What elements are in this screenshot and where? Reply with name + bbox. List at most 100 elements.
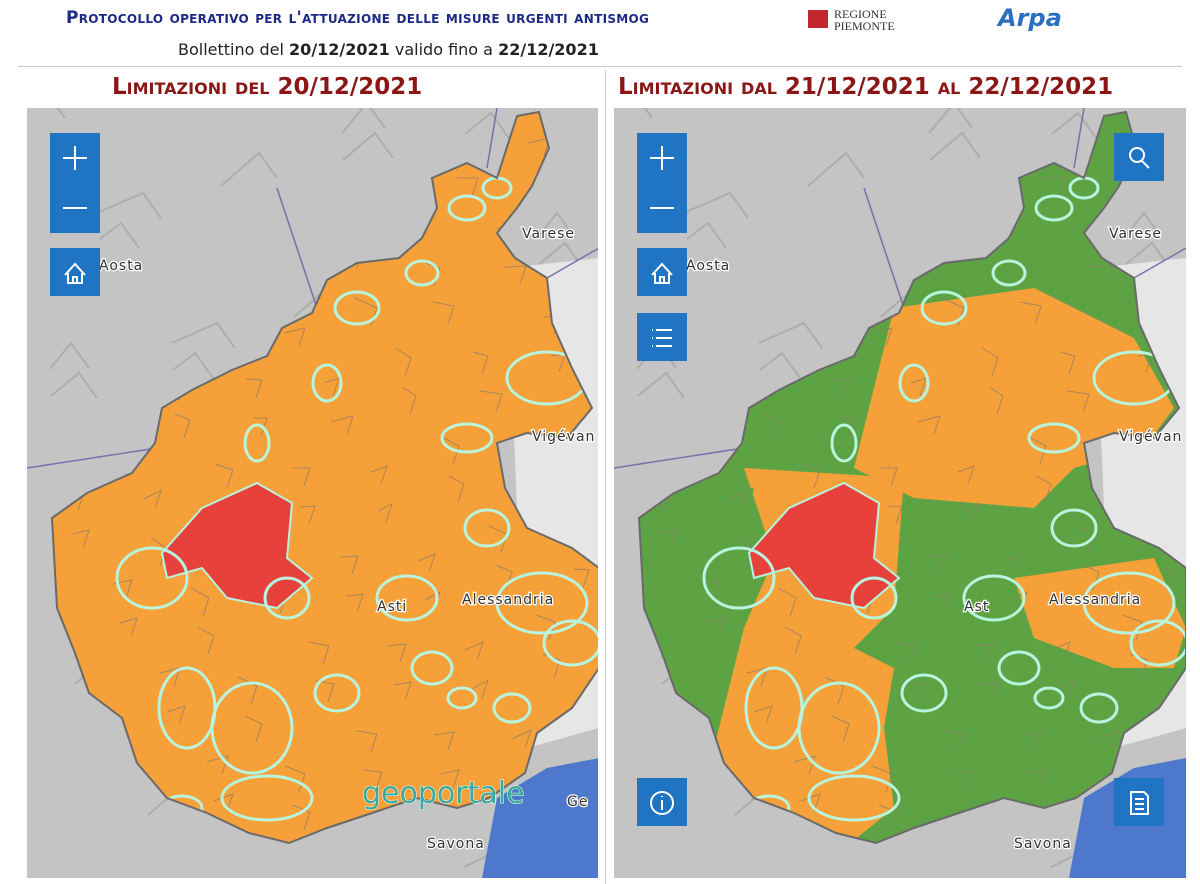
municipality-border [980, 681, 999, 701]
municipality-border [432, 301, 455, 325]
city-outline [311, 363, 343, 403]
municipality-border [832, 378, 850, 399]
municipality-border [1004, 553, 1023, 573]
map-button-plus[interactable] [50, 133, 100, 183]
relief [685, 191, 749, 219]
map[interactable]: Aosta Varese Vigévan Savona Asti Alessandria G… [27, 108, 598, 878]
municipality-border [753, 705, 773, 725]
region-outline [637, 110, 1186, 845]
relief [50, 371, 98, 399]
relief [758, 321, 823, 349]
map-button-search[interactable] [1114, 133, 1164, 181]
map-button-list[interactable] [637, 313, 687, 361]
city-outline [333, 290, 381, 326]
municipality-border [166, 705, 186, 725]
relief [98, 191, 162, 219]
bulletin-date: 22/12/2021 [498, 40, 599, 59]
municipality-border [870, 327, 893, 347]
municipality-border [339, 555, 359, 575]
relief [929, 131, 981, 161]
municipality-border [1122, 614, 1143, 641]
city-outline [900, 673, 948, 713]
municipality-border [1059, 351, 1076, 375]
map-label: Varese [1109, 226, 1162, 242]
map-button-home[interactable] [637, 248, 687, 296]
watermark: geoportale [362, 776, 525, 811]
municipality-border [1035, 475, 1052, 503]
municipality-border [355, 730, 378, 753]
bulletin-text: valido fino a [394, 40, 493, 59]
button-icon [651, 262, 673, 284]
map-button-minus[interactable] [637, 183, 687, 233]
municipality-border [1020, 731, 1042, 751]
municipality-border [457, 177, 479, 197]
relief [341, 108, 386, 134]
city-outline [997, 650, 1041, 686]
municipality-border [949, 769, 970, 791]
zone-orange [1014, 558, 1186, 668]
relief [27, 108, 66, 119]
panel-title: Limitazioni dal 21/12/2021 al 22/12/2021 [618, 74, 1114, 100]
city-outline [702, 546, 776, 610]
panel-title: Limitazioni del 20/12/2021 [112, 74, 423, 100]
relief [759, 351, 801, 379]
municipality-border [143, 488, 162, 509]
map-label: Aosta [686, 258, 730, 274]
region-fill [52, 112, 598, 843]
municipality-border [824, 676, 845, 705]
municipality-border [440, 769, 460, 789]
button-icon [63, 146, 87, 170]
municipality-border [964, 503, 980, 523]
municipality-border [284, 765, 306, 793]
municipality-border [190, 587, 210, 617]
city-outline [440, 422, 494, 454]
city-outline [1050, 508, 1098, 548]
municipality-border [362, 769, 383, 791]
relief [1051, 111, 1097, 139]
relief [49, 341, 90, 370]
map-button-doc[interactable] [1114, 778, 1164, 826]
municipality-border [433, 731, 455, 751]
region [52, 112, 598, 843]
logo-regione: REGIONE PIEMONTE [808, 8, 895, 32]
map-button-info[interactable] [637, 778, 687, 826]
municipality-border [441, 436, 460, 465]
relief [686, 221, 727, 249]
municipality-border [917, 415, 941, 435]
map-label: Ge [567, 794, 588, 810]
municipality-border [988, 386, 1004, 415]
municipality-border [119, 617, 138, 637]
zone-red [747, 481, 901, 610]
map[interactable]: Aosta Varese Vigévan Savona Ast Alessandria [614, 108, 1186, 878]
button-icon [650, 791, 675, 815]
map-button-minus[interactable] [50, 183, 100, 233]
relief [1123, 211, 1163, 239]
municipality-border [330, 415, 354, 435]
button-bg [50, 248, 100, 296]
municipality-border [1044, 177, 1066, 197]
city-outline [410, 650, 454, 686]
municipality-border [511, 729, 532, 749]
municipality-border [213, 793, 234, 813]
logo-text: REGIONE [834, 7, 887, 21]
municipality-border [895, 641, 917, 665]
map-label: Asti [377, 599, 407, 615]
relief [807, 151, 865, 187]
map-button-plus[interactable] [637, 133, 687, 183]
button-bg [1114, 133, 1164, 181]
municipality-border [957, 465, 975, 485]
municipality-border [926, 555, 946, 575]
municipality-border [293, 467, 311, 487]
municipality-border [237, 676, 258, 705]
municipality-border [112, 579, 133, 599]
city-outline [263, 576, 311, 620]
map-label: Vigévan [532, 429, 595, 445]
municipality-border [886, 505, 903, 525]
city-outline [1082, 571, 1176, 635]
relief [171, 321, 236, 349]
municipality-border [245, 378, 263, 399]
map-button-home[interactable] [50, 248, 100, 296]
city-outline [492, 692, 532, 724]
logo-text: PIEMONTE [834, 19, 895, 33]
